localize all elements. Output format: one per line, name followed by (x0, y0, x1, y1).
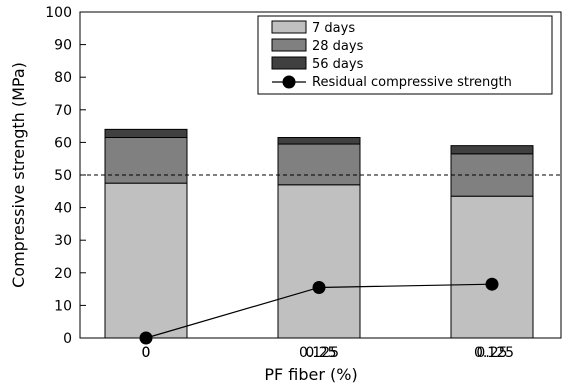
bar-segment-7-days (450, 195, 534, 339)
y-tick-label: 90 (54, 38, 72, 54)
x-tick-label-overlap: 0 (142, 345, 151, 361)
legend-label: 28 days (312, 39, 364, 54)
residual-strength-point (139, 331, 153, 345)
bar-segment-28-days (450, 153, 534, 197)
x-tick-label-overlap: 0.125 (474, 345, 514, 361)
legend-marker (282, 75, 296, 89)
y-tick-label: 70 (54, 103, 72, 119)
bar-segment-7-days (104, 182, 188, 339)
x-tick-label: 0.25 (476, 345, 507, 361)
y-tick-label: 100 (45, 5, 72, 21)
legend-label: Residual compressive strength (312, 75, 512, 90)
y-tick-label: 20 (54, 266, 72, 282)
legend-swatch (271, 38, 307, 52)
bar-segment-56-days (277, 137, 361, 145)
residual-strength-point (485, 277, 499, 291)
y-tick-label: 10 (54, 298, 72, 314)
stacked-bars (104, 128, 534, 339)
x-axis-title: PF fiber (%) (264, 365, 357, 384)
legend-box (257, 15, 553, 95)
y-tick-label: 0 (63, 331, 72, 347)
legend-swatch (271, 56, 307, 70)
legend: 7 days 28 days 56 days Residual compressive… (257, 15, 553, 95)
residual-strength-series (139, 277, 499, 345)
x-tick-label: 0 (142, 345, 151, 361)
y-tick-label: 80 (54, 70, 72, 86)
y-tick-label: 50 (54, 168, 72, 184)
y-axis-ticks: 0 10 20 30 40 50 60 70 80 90 100 (45, 5, 86, 347)
x-tick-label-overlap: 0.25 (305, 345, 336, 361)
y-axis-title: Compressive strength (MPa) (9, 62, 28, 288)
bar-segment-7-days (277, 184, 361, 339)
legend-swatch (271, 20, 307, 34)
bar-segment-56-days (104, 128, 188, 139)
legend-label: 56 days (312, 57, 364, 72)
x-tick-label: 0.125 (299, 345, 339, 361)
y-tick-label: 40 (54, 201, 72, 217)
y-tick-label: 60 (54, 135, 72, 151)
bar-segment-28-days (277, 143, 361, 186)
legend-label: 7 days (312, 21, 355, 36)
residual-strength-point (312, 280, 326, 294)
bar-segment-28-days (104, 137, 188, 184)
bar-segment-56-days (450, 145, 534, 155)
y-tick-label: 30 (54, 233, 72, 249)
